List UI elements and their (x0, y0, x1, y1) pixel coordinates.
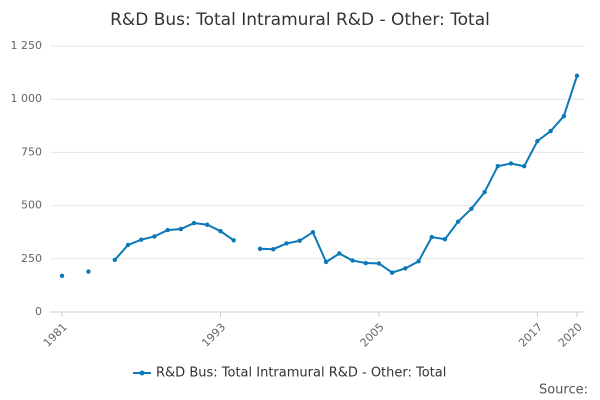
x-tick-label: 2020 (556, 321, 585, 350)
series-line (114, 75, 578, 274)
data-point (561, 114, 566, 119)
y-tick-label: 750 (21, 145, 42, 158)
x-tick-label: 1993 (199, 321, 228, 350)
data-point (323, 259, 329, 265)
data-point (429, 234, 434, 240)
legend-marker (139, 370, 145, 376)
data-point (521, 164, 527, 169)
x-tick-label: 2017 (516, 321, 545, 350)
data-point (403, 266, 408, 271)
data-point (271, 247, 276, 252)
data-point (86, 269, 91, 274)
data-point (310, 230, 316, 235)
y-tick-label: 500 (21, 199, 42, 212)
y-tick-label: 1 250 (11, 39, 43, 52)
data-point (112, 257, 118, 263)
x-tick-label: 1981 (41, 321, 70, 350)
y-tick-label: 0 (35, 305, 42, 318)
data-point (178, 226, 184, 232)
data-point (389, 270, 395, 275)
data-point (152, 234, 157, 239)
data-point (139, 237, 144, 242)
data-point (469, 206, 474, 211)
data-point (297, 238, 302, 243)
data-point (257, 246, 263, 251)
data-point (59, 273, 65, 279)
data-point (350, 258, 355, 263)
data-point (337, 251, 342, 256)
data-point (376, 261, 382, 266)
data-point (191, 220, 197, 226)
chart-title: R&D Bus: Total Intramural R&D - Other: T… (110, 10, 490, 30)
source: Source: (539, 383, 588, 398)
data-point (455, 219, 461, 224)
data-point (574, 73, 580, 78)
x-tick-label: 2005 (358, 321, 387, 350)
legend-label: R&D Bus: Total Intramural R&D - Other: T… (156, 366, 446, 381)
data-point (495, 164, 500, 169)
data-point (218, 228, 223, 234)
data-point (125, 242, 131, 248)
y-tick-label: 1 000 (11, 92, 43, 105)
data-point (535, 138, 540, 144)
data-point (165, 227, 170, 233)
data-point (205, 222, 210, 227)
data-point (548, 128, 553, 134)
y-tick-label: 250 (21, 252, 42, 265)
data-point (363, 260, 368, 266)
data-point (231, 238, 236, 243)
data-point (416, 259, 421, 264)
data-point (442, 237, 448, 242)
data-point (482, 189, 487, 195)
data-point (284, 241, 289, 246)
data-point (508, 161, 514, 166)
